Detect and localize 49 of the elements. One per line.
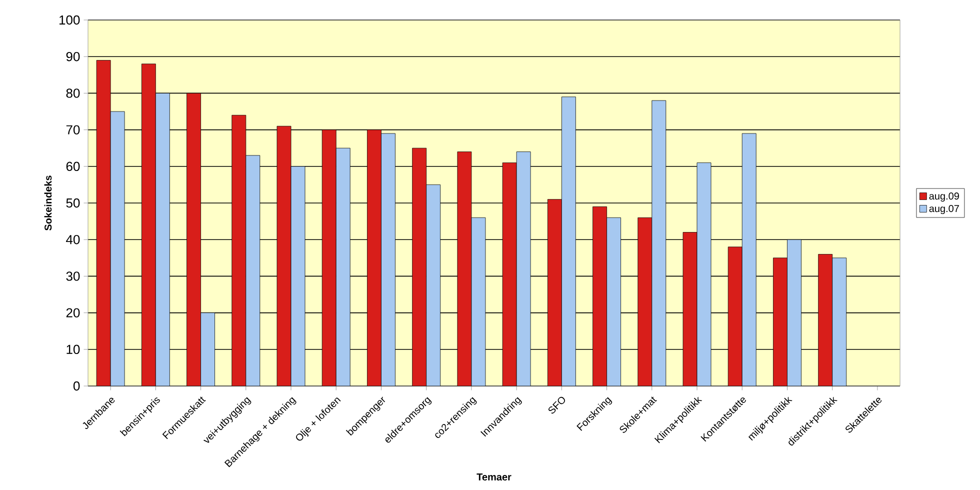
bar <box>322 130 336 386</box>
bar <box>141 64 156 386</box>
bar <box>652 100 666 386</box>
y-tick-label: 10 <box>66 344 80 354</box>
y-tick-label: 20 <box>66 308 80 318</box>
bar <box>592 206 607 386</box>
bar <box>110 111 125 386</box>
x-axis-title: Temaer <box>476 474 512 481</box>
bar <box>336 148 350 386</box>
legend-label: aug.09 <box>929 192 959 202</box>
bar <box>200 312 215 386</box>
y-tick-label: 100 <box>60 15 80 25</box>
legend-label: aug.07 <box>929 205 959 214</box>
bar <box>232 114 246 386</box>
bar <box>381 133 396 386</box>
bar <box>367 130 382 386</box>
y-tick-label: 0 <box>73 381 80 391</box>
bar <box>412 148 426 386</box>
bar <box>773 258 788 386</box>
bar <box>516 152 531 386</box>
bar <box>96 60 111 386</box>
bar <box>787 239 802 386</box>
y-tick-label: 80 <box>66 88 80 98</box>
bar <box>502 162 517 386</box>
y-tick-label: 50 <box>66 198 80 208</box>
y-tick-label: 90 <box>66 52 80 62</box>
y-tick-label: 60 <box>66 162 80 171</box>
bar <box>246 155 260 386</box>
bar <box>290 166 306 386</box>
bar <box>426 184 440 386</box>
bar <box>561 96 576 386</box>
bar <box>696 162 712 386</box>
bar <box>742 133 756 386</box>
bar <box>547 199 562 386</box>
bar <box>728 246 742 386</box>
y-tick-label: 30 <box>66 272 80 281</box>
bar <box>471 217 486 386</box>
bar <box>682 232 698 386</box>
y-tick-label: 70 <box>66 125 80 134</box>
bar <box>818 254 833 386</box>
bar <box>606 217 621 386</box>
bar <box>832 258 847 386</box>
bar <box>276 126 292 386</box>
y-axis-title: Sokeindeks <box>44 176 52 231</box>
bar <box>155 92 170 386</box>
bar <box>457 152 472 386</box>
bar <box>638 217 652 386</box>
bar <box>186 92 201 386</box>
y-tick-label: 40 <box>66 234 80 244</box>
